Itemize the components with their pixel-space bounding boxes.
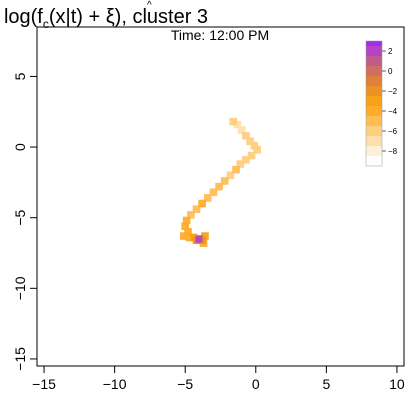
legend-swatch	[366, 126, 382, 136]
legend-tick-label: −6	[388, 127, 398, 136]
legend-swatch	[366, 76, 382, 86]
legend-frame	[365, 40, 383, 167]
density-cell	[237, 126, 246, 134]
y-axis: 5 0 −5 −10 −15	[12, 72, 38, 371]
density-cell	[180, 232, 188, 240]
legend-tick-label: −2	[388, 87, 398, 96]
legend-tick-label: −4	[388, 107, 398, 116]
legend-swatch	[366, 136, 382, 146]
density-cell	[229, 117, 238, 126]
title-f: f	[37, 6, 43, 28]
density-cell	[209, 188, 218, 197]
legend-swatch	[366, 41, 382, 46]
chart-subtitle: Time: 12:00 PM	[171, 27, 269, 43]
density-cell	[247, 151, 256, 160]
title-prefix: log(	[4, 6, 38, 28]
plot-area	[36, 26, 405, 367]
density-cell	[198, 199, 206, 208]
legend-swatch	[366, 46, 382, 56]
density-cell	[201, 232, 209, 240]
density-cell	[182, 216, 191, 225]
y-tick-label: 0	[12, 143, 28, 151]
y-tick-label: −15	[12, 347, 28, 371]
title-args: (x|t) + ξ), cluster 3	[49, 6, 208, 28]
legend-swatch	[366, 116, 382, 126]
legend-tick-label: −8	[388, 147, 398, 156]
legend-swatch	[366, 86, 382, 96]
density-cell	[215, 182, 223, 191]
x-tick-label: 10	[389, 376, 405, 392]
density-cell	[187, 211, 195, 219]
y-tick-label: −5	[12, 209, 28, 225]
title-sub: c	[43, 17, 49, 31]
density-cell	[253, 146, 261, 154]
legend-tick-label: 2	[388, 47, 393, 56]
density-cell	[192, 205, 201, 214]
legend-swatch	[366, 66, 382, 76]
density-cell	[242, 155, 250, 164]
y-tick-label: 5	[12, 72, 28, 80]
chart-title: log(fc(x|t) + ξ), cluster 3	[4, 6, 208, 31]
density-cell	[236, 160, 245, 168]
title-hat: ^	[147, 0, 152, 11]
legend-swatch	[366, 56, 382, 66]
y-tick-label: −10	[12, 276, 28, 300]
legend-swatch	[366, 146, 382, 156]
legend-tick-label: 0	[388, 67, 393, 76]
density-marks	[180, 117, 261, 247]
density-cell	[184, 228, 192, 236]
x-axis: −15 −10 −5 0 5 10	[32, 365, 405, 392]
density-cell	[250, 141, 259, 150]
density-cell	[203, 194, 212, 202]
density-cell	[233, 120, 242, 129]
legend-color-scale: 2 0 −2 −4 −6 −8	[365, 40, 398, 167]
legend-swatch	[366, 156, 382, 166]
density-cell	[232, 165, 240, 174]
x-tick-label: 0	[252, 376, 260, 392]
density-cell	[226, 171, 235, 180]
x-tick-label: −15	[32, 376, 56, 392]
x-tick-label: −10	[103, 376, 127, 392]
density-cell	[195, 236, 202, 243]
x-tick-label: 5	[322, 376, 330, 392]
legend-swatch	[366, 106, 382, 116]
density-cell	[242, 131, 250, 140]
x-tick-label: −5	[177, 376, 193, 392]
density-cell	[185, 233, 194, 242]
density-cell	[246, 137, 254, 146]
density-cell	[220, 177, 229, 185]
density-cell	[181, 222, 190, 230]
legend-swatch	[366, 96, 382, 106]
